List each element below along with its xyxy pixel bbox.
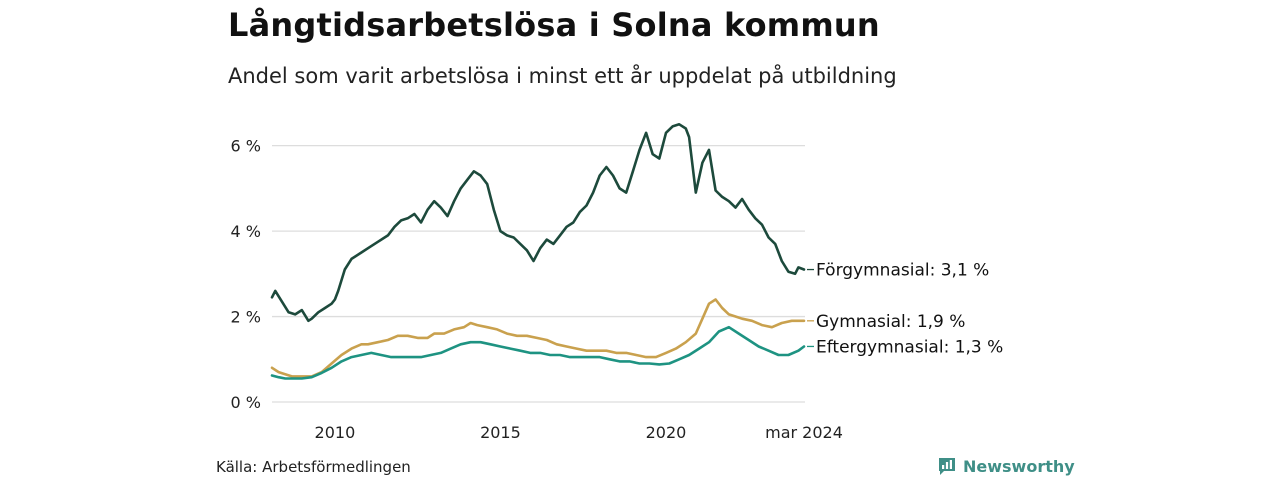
y-tick-label: 2 % <box>231 308 261 327</box>
end-label-eftergymnasial: Eftergymnasial: 1,3 % <box>816 337 1003 357</box>
source-note: Källa: Arbetsförmedlingen <box>216 458 411 476</box>
series-line-förgymnasial <box>270 123 806 323</box>
series-line-gymnasial <box>270 298 806 378</box>
x-tick-label: 2020 <box>646 423 687 440</box>
newsworthy-logo-icon <box>939 458 955 475</box>
brand-logo: Newsworthy <box>937 456 1075 476</box>
x-tick-label: 2015 <box>480 423 521 440</box>
chart-title: Långtidsarbetslösa i Solna kommun <box>228 6 880 44</box>
chart-subtitle: Andel som varit arbetslösa i minst ett å… <box>228 64 897 88</box>
end-label-förgymnasial: Förgymnasial: 3,1 % <box>816 261 989 281</box>
y-axis-ticks: 0 % 2 % 4 % 6 % <box>231 137 261 412</box>
y-tick-label: 6 % <box>231 137 261 156</box>
end-label-gymnasial: Gymnasial: 1,9 % <box>816 312 965 332</box>
x-tick-label: 2010 <box>315 423 356 440</box>
series-end-labels: Förgymnasial: 3,1 % Gymnasial: 1,9 % Efter… <box>807 261 1003 357</box>
series-line-eftergymnasial <box>270 325 806 380</box>
line-chart: 0 % 2 % 4 % 6 % 2010 2015 2020 mar 2024 Förgym… <box>231 123 1003 440</box>
x-axis-ticks: 2010 2015 2020 mar 2024 <box>315 423 843 440</box>
y-tick-label: 4 % <box>231 222 261 241</box>
y-tick-label: 0 % <box>231 393 261 412</box>
brand-name: Newsworthy <box>963 456 1075 476</box>
series-lines <box>270 123 806 380</box>
x-tick-label: mar 2024 <box>765 423 843 440</box>
gridlines <box>272 144 805 403</box>
